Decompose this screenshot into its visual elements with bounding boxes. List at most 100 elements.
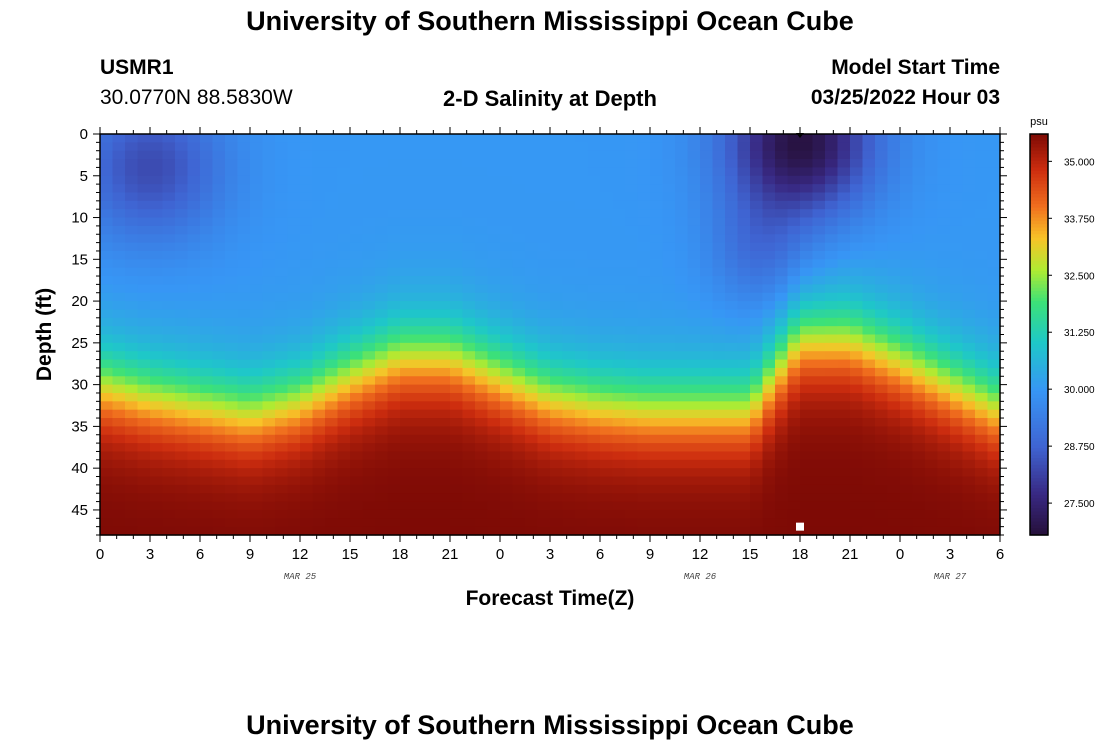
heatmap-cell — [825, 242, 839, 252]
heatmap-cell — [375, 267, 389, 277]
heatmap-cell — [200, 292, 214, 302]
heatmap-cell — [900, 392, 914, 402]
heatmap-cell — [437, 309, 451, 319]
heatmap-cell — [312, 493, 326, 503]
heatmap-cell — [675, 376, 689, 386]
heatmap-cell — [562, 250, 576, 260]
heatmap-cell — [550, 175, 564, 185]
heatmap-cell — [550, 309, 564, 319]
heatmap-cell — [662, 309, 676, 319]
heatmap-cell — [212, 309, 226, 319]
heatmap-cell — [925, 409, 939, 419]
heatmap-cell — [212, 142, 226, 152]
heatmap-cell — [362, 292, 376, 302]
heatmap-cell — [575, 175, 589, 185]
heatmap-cell — [187, 409, 201, 419]
heatmap-cell — [925, 501, 939, 511]
heatmap-cell — [125, 476, 139, 486]
heatmap-cell — [912, 184, 926, 194]
heatmap-cell — [662, 259, 676, 269]
colorbar-segment — [1030, 364, 1048, 369]
heatmap-cell — [637, 501, 651, 511]
colorbar-segment — [1030, 471, 1048, 476]
heatmap-cell — [937, 359, 951, 369]
heatmap-cell — [625, 209, 639, 219]
heatmap-cell — [787, 301, 801, 311]
heatmap-cell — [512, 317, 526, 327]
heatmap-cell — [975, 276, 989, 285]
heatmap-cell — [637, 234, 651, 244]
heatmap-cell — [887, 351, 901, 361]
heatmap-cell — [350, 351, 364, 361]
heatmap-cell — [462, 418, 476, 427]
heatmap-cell — [862, 451, 876, 461]
heatmap-cell — [150, 259, 164, 269]
heatmap-cell — [587, 292, 601, 302]
heatmap-cell — [975, 409, 989, 419]
heatmap-cell — [375, 401, 389, 411]
heatmap-cell — [425, 443, 439, 453]
heatmap-cell — [787, 267, 801, 277]
heatmap-cell — [700, 359, 714, 369]
heatmap-cell — [900, 142, 914, 152]
heatmap-cell — [825, 401, 839, 411]
colorbar-segment — [1030, 341, 1048, 346]
heatmap-cell — [750, 242, 764, 252]
heatmap-cell — [725, 317, 739, 327]
heatmap-cell — [237, 159, 251, 169]
heatmap-cell — [412, 217, 426, 227]
heatmap-cell — [650, 175, 664, 185]
heatmap-cell — [750, 509, 764, 519]
heatmap-cell — [700, 459, 714, 469]
heatmap-cell — [787, 167, 801, 177]
heatmap-cell — [287, 526, 301, 536]
heatmap-cell — [750, 484, 764, 494]
heatmap-cell — [262, 501, 276, 511]
heatmap-cell — [900, 134, 914, 143]
heatmap-cell — [812, 242, 826, 252]
heatmap-cell — [925, 468, 939, 478]
heatmap-cell — [850, 259, 864, 269]
heatmap-cell — [950, 342, 964, 352]
heatmap-cell — [712, 142, 726, 152]
heatmap-cell — [100, 493, 114, 503]
heatmap-cell — [212, 443, 226, 453]
heatmap-cell — [275, 434, 289, 444]
heatmap-cell — [837, 443, 851, 453]
heatmap-cell — [425, 317, 439, 327]
heatmap-cell — [200, 217, 214, 227]
heatmap-cell — [175, 209, 189, 219]
heatmap-cell — [162, 250, 176, 260]
heatmap-cell — [887, 501, 901, 511]
heatmap-cell — [962, 159, 976, 169]
heatmap-cell — [237, 317, 251, 327]
colorbar-segment — [1030, 134, 1048, 138]
heatmap-cell — [675, 484, 689, 494]
heatmap-cell — [187, 267, 201, 277]
heatmap-cell — [175, 284, 189, 294]
heatmap-cell — [900, 284, 914, 294]
heatmap-cell — [325, 250, 339, 260]
heatmap-cell — [237, 526, 251, 536]
heatmap-cell — [700, 167, 714, 177]
heatmap-cell — [850, 225, 864, 235]
heatmap-cell — [700, 409, 714, 419]
heatmap-cell — [137, 200, 151, 210]
heatmap-cell — [300, 309, 314, 319]
heatmap-cell — [875, 426, 889, 436]
heatmap-cell — [187, 468, 201, 478]
heatmap-cell — [362, 159, 376, 169]
heatmap-cell — [850, 192, 864, 202]
heatmap-cell — [275, 242, 289, 252]
heatmap-cell — [400, 351, 414, 361]
heatmap-cell — [875, 451, 889, 461]
heatmap-cell — [812, 134, 826, 143]
heatmap-cell — [100, 159, 114, 169]
heatmap-cell — [225, 392, 239, 402]
heatmap-cell — [787, 184, 801, 194]
heatmap-cell — [537, 159, 551, 169]
heatmap-cell — [387, 476, 401, 486]
heatmap-cell — [250, 200, 264, 210]
heatmap-cell — [487, 409, 501, 419]
heatmap-cell — [600, 526, 614, 536]
